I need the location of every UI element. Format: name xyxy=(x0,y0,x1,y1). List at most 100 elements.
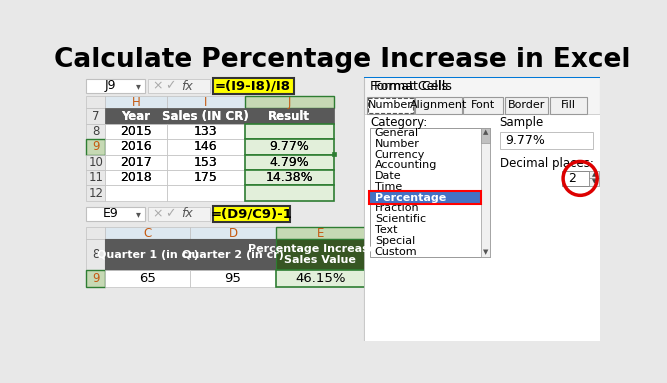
Text: 2016: 2016 xyxy=(120,140,152,153)
Text: ×: × xyxy=(153,207,163,220)
Bar xyxy=(105,239,190,270)
Bar xyxy=(364,77,600,341)
Bar xyxy=(87,185,105,201)
Text: 9.77%: 9.77% xyxy=(269,140,309,153)
Text: Accounting: Accounting xyxy=(375,160,437,170)
Text: Percentage Increase of
Sales Value: Percentage Increase of Sales Value xyxy=(247,244,392,265)
Text: 146: 146 xyxy=(194,140,217,153)
Text: fx: fx xyxy=(181,80,193,93)
Text: 12: 12 xyxy=(88,187,103,200)
Bar xyxy=(245,139,334,154)
Text: Percentage: Percentage xyxy=(375,193,446,203)
Text: 14.38%: 14.38% xyxy=(265,171,313,184)
Bar xyxy=(500,132,592,149)
Text: Time: Time xyxy=(375,182,402,192)
Text: 2018: 2018 xyxy=(120,171,152,184)
Bar xyxy=(87,154,105,170)
Bar xyxy=(87,139,105,154)
Bar xyxy=(213,78,294,94)
Text: ✓: ✓ xyxy=(165,80,175,93)
Text: Alignment: Alignment xyxy=(410,100,467,110)
Bar xyxy=(367,97,414,114)
Bar xyxy=(368,98,413,113)
Bar xyxy=(167,154,245,170)
Bar xyxy=(190,227,275,239)
Text: ✓: ✓ xyxy=(165,207,175,220)
Text: 4.79%: 4.79% xyxy=(269,156,309,169)
Bar xyxy=(105,227,190,239)
Text: 175: 175 xyxy=(194,171,217,184)
Text: 2015: 2015 xyxy=(120,125,152,138)
Bar xyxy=(87,108,105,124)
Text: 95: 95 xyxy=(225,272,241,285)
Text: 11: 11 xyxy=(88,171,103,184)
Bar xyxy=(167,170,245,185)
Bar xyxy=(105,185,167,201)
Bar xyxy=(370,192,481,204)
Text: Category:: Category: xyxy=(370,116,428,129)
Text: 10: 10 xyxy=(88,156,103,169)
Bar xyxy=(505,97,548,114)
Bar xyxy=(275,239,365,270)
Text: E: E xyxy=(316,227,323,240)
Text: Date: Date xyxy=(375,171,402,181)
Bar xyxy=(87,227,105,239)
Text: 153: 153 xyxy=(194,156,217,169)
Text: ▲: ▲ xyxy=(592,172,596,177)
Text: ▲: ▲ xyxy=(483,129,488,135)
Text: 2: 2 xyxy=(568,172,576,185)
Bar xyxy=(105,124,167,139)
Bar xyxy=(550,97,587,114)
Bar xyxy=(275,270,365,287)
Text: Sales (IN CR): Sales (IN CR) xyxy=(163,110,249,123)
Text: 8: 8 xyxy=(92,248,99,261)
Text: 4.79%: 4.79% xyxy=(269,156,309,169)
Text: ▾: ▾ xyxy=(136,209,141,219)
Text: E9: E9 xyxy=(103,207,118,220)
Bar xyxy=(213,206,290,221)
Text: =(D9/C9)-1: =(D9/C9)-1 xyxy=(211,207,293,220)
Text: Year: Year xyxy=(121,110,151,123)
Bar xyxy=(364,77,600,78)
Text: 46.15%: 46.15% xyxy=(295,272,346,285)
Bar xyxy=(590,171,599,178)
Bar xyxy=(370,128,490,257)
Bar xyxy=(167,124,245,139)
Text: fx: fx xyxy=(181,207,193,220)
Text: Scientific: Scientific xyxy=(375,214,426,224)
Bar xyxy=(167,108,245,124)
Bar xyxy=(105,154,167,170)
Text: 14.38%: 14.38% xyxy=(265,171,313,184)
Bar xyxy=(87,170,105,185)
Text: Fraction: Fraction xyxy=(375,203,420,213)
Text: 2016: 2016 xyxy=(120,140,152,153)
Text: ▼: ▼ xyxy=(483,249,488,255)
Text: ▾: ▾ xyxy=(136,81,141,91)
Text: Currency: Currency xyxy=(375,149,425,160)
Bar xyxy=(370,192,481,203)
Bar xyxy=(105,139,167,154)
Text: H: H xyxy=(131,96,141,109)
Text: ×: × xyxy=(153,80,163,93)
Text: 9.77%: 9.77% xyxy=(269,140,309,153)
Text: J: J xyxy=(287,96,291,109)
Bar xyxy=(245,96,334,108)
Text: 2017: 2017 xyxy=(120,156,152,169)
Text: Calculate Percentage Increase in Excel: Calculate Percentage Increase in Excel xyxy=(53,47,630,73)
Text: J9: J9 xyxy=(105,80,116,93)
Bar xyxy=(105,96,167,108)
Text: 146: 146 xyxy=(194,140,217,153)
Bar xyxy=(463,97,504,114)
Text: Sales (IN CR): Sales (IN CR) xyxy=(163,110,249,123)
Text: Text: Text xyxy=(375,225,398,235)
Text: Result: Result xyxy=(268,110,310,123)
Bar xyxy=(87,79,145,93)
Text: Special: Special xyxy=(375,236,415,246)
Text: Quarter 1 (in cr): Quarter 1 (in cr) xyxy=(97,250,199,260)
Text: C: C xyxy=(143,227,152,240)
Text: 65: 65 xyxy=(139,272,156,285)
Bar xyxy=(105,108,167,124)
Bar xyxy=(190,270,275,287)
Text: 133: 133 xyxy=(194,125,217,138)
Bar xyxy=(245,154,334,170)
